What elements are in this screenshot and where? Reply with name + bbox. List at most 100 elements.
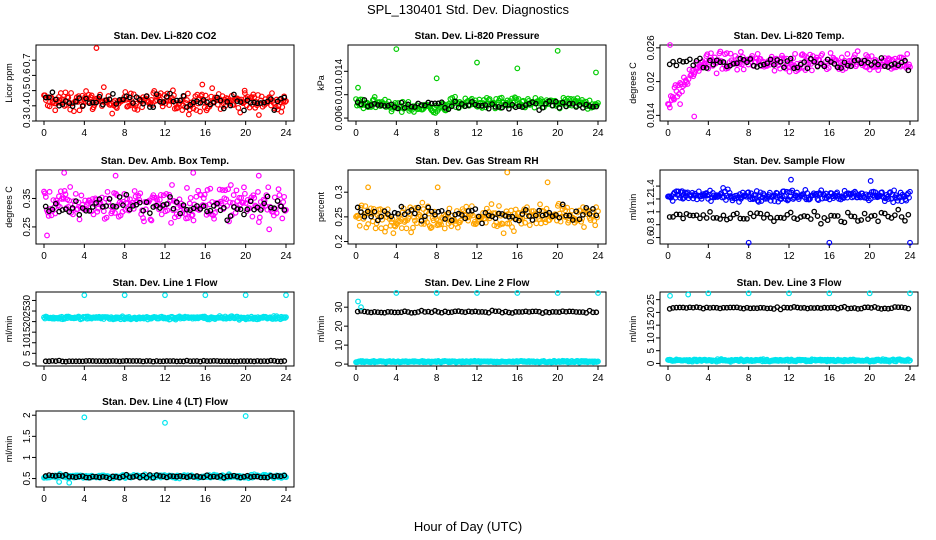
- hourly-point: [49, 357, 56, 364]
- data-point: [184, 97, 190, 103]
- hourly-point: [727, 215, 734, 222]
- hourly-point: [512, 104, 519, 111]
- hourly-point: [268, 473, 274, 479]
- hourly-point: [364, 208, 371, 215]
- outlier-point: [705, 290, 712, 297]
- outlier-point: [81, 414, 88, 421]
- data-point: [868, 53, 875, 60]
- hourly-point: [116, 358, 123, 365]
- hourly-point: [261, 200, 268, 207]
- panel-7: Stan. Dev. Line 1 Flow ml/min 0 4 8 12 16 20 24 0…: [4, 278, 295, 384]
- hourly-point: [757, 62, 764, 69]
- hourly-point: [834, 64, 841, 71]
- hourly-point: [680, 304, 686, 311]
- y-tick-label: 0.35: [22, 188, 33, 208]
- data-point: [42, 194, 49, 200]
- hourly-point: [848, 213, 855, 220]
- hourly-point: [686, 56, 693, 63]
- hourly-point: [411, 104, 418, 110]
- outlier-point: [242, 292, 249, 299]
- hourly-point: [516, 103, 522, 110]
- hourly-point: [469, 309, 475, 315]
- hourly-point: [143, 199, 150, 206]
- data-point: [104, 188, 111, 195]
- x-tick-label: 4: [394, 251, 400, 262]
- hourly-point: [855, 57, 861, 63]
- x-tick-label: 4: [82, 373, 88, 384]
- hourly-point: [173, 358, 180, 365]
- hourly-point: [428, 208, 435, 215]
- hourly-point: [821, 304, 828, 311]
- y-tick-label: 30: [334, 301, 345, 313]
- hourly-point: [418, 217, 425, 224]
- hourly-point: [747, 210, 754, 217]
- hourly-point: [834, 213, 841, 219]
- outlier-point: [202, 292, 209, 299]
- hourly-point: [791, 215, 797, 222]
- data-point: [141, 218, 147, 225]
- data-point: [283, 314, 289, 321]
- data-points: [665, 290, 913, 365]
- x-tick-label: 12: [159, 251, 171, 262]
- hourly-point: [848, 63, 855, 69]
- data-point: [52, 107, 59, 114]
- hourly-point: [475, 102, 482, 109]
- hourly-point: [767, 305, 774, 312]
- hourly-point: [771, 218, 777, 225]
- x-tick-label: 16: [512, 128, 524, 139]
- outlier-point: [241, 87, 248, 94]
- data-point: [679, 188, 685, 194]
- hourly-point: [475, 309, 482, 315]
- outlier-point: [907, 239, 913, 246]
- hourly-point: [66, 100, 73, 106]
- outlier-point: [190, 169, 197, 176]
- hourly-point: [543, 309, 549, 315]
- hourly-point: [590, 103, 596, 110]
- x-tick-label: 0: [353, 251, 359, 262]
- x-tick-label: 24: [280, 494, 292, 505]
- hourly-point: [217, 97, 224, 104]
- hourly-point: [170, 473, 177, 480]
- hourly-point: [472, 308, 479, 315]
- hourly-point: [566, 100, 573, 107]
- x-tick-label: 8: [122, 373, 128, 384]
- hourly-point: [73, 98, 79, 105]
- data-point: [187, 194, 194, 201]
- hourly-point: [281, 94, 288, 101]
- data-point: [565, 95, 572, 102]
- hourly-point: [126, 358, 133, 364]
- hourly-point: [42, 94, 49, 101]
- hourly-point: [237, 358, 244, 364]
- data-point: [904, 51, 911, 57]
- hourly-point: [42, 473, 49, 479]
- x-tick-label: 16: [200, 128, 212, 139]
- data-point: [269, 90, 275, 97]
- hourly-point: [66, 209, 73, 215]
- hourly-point: [395, 210, 401, 217]
- data-point: [854, 48, 861, 55]
- x-tick-label: 8: [434, 373, 440, 384]
- hourly-point: [697, 55, 703, 62]
- data-point: [896, 54, 903, 61]
- hourly-point: [720, 212, 727, 219]
- hourly-point: [153, 91, 160, 98]
- hourly-point: [868, 305, 875, 311]
- hourly-point: [573, 208, 580, 215]
- hourly-point: [680, 215, 686, 222]
- data-point: [204, 187, 211, 193]
- hourly-point: [824, 305, 831, 311]
- outlier-point: [112, 172, 119, 179]
- hourly-point: [892, 304, 898, 310]
- hourly-point: [153, 472, 160, 478]
- x-tick-label: 20: [240, 128, 252, 139]
- hourly-point: [157, 205, 163, 211]
- hourly-point: [150, 104, 157, 111]
- hourly-point: [546, 209, 553, 216]
- data-point: [282, 315, 288, 321]
- hourly-point: [469, 98, 475, 105]
- hourly-point: [841, 219, 848, 226]
- data-point: [770, 56, 777, 63]
- data-point: [131, 188, 138, 194]
- data-point: [808, 67, 815, 74]
